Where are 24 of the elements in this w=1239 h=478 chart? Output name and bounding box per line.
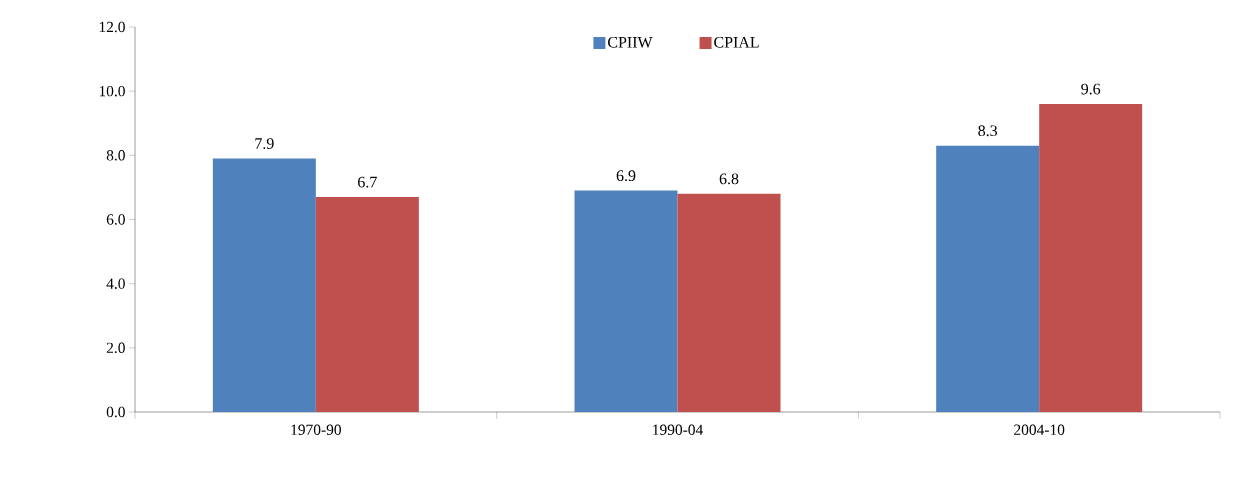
bar [315, 197, 419, 412]
y-tick-label: 12.0 [99, 21, 125, 33]
x-tick-label: 1990-04 [653, 424, 703, 435]
data-label: 6.8 [719, 173, 739, 185]
legend-label: CPIIW [608, 36, 653, 48]
y-tick-label: 8.0 [106, 150, 125, 161]
bar [936, 145, 1040, 412]
bar [212, 158, 316, 412]
data-label: 7.9 [255, 138, 274, 150]
data-label: 8.3 [978, 125, 998, 137]
bar [574, 190, 678, 412]
x-tick-label: 2004-10 [1014, 424, 1065, 435]
y-tick-label: 10.0 [99, 85, 125, 97]
data-label: 6.7 [358, 176, 377, 188]
y-tick-label: 4.0 [106, 278, 125, 289]
y-tick-label: 2.0 [106, 342, 125, 354]
legend-label: CPIAL [714, 36, 759, 48]
data-label: 6.9 [616, 170, 636, 182]
bar [677, 193, 781, 412]
bar [1039, 104, 1143, 412]
data-label: 9.6 [1081, 83, 1101, 95]
y-tick-label: 0.0 [106, 406, 125, 418]
x-tick-label: 1970-90 [291, 424, 341, 435]
y-tick-label: 6.0 [106, 214, 125, 225]
